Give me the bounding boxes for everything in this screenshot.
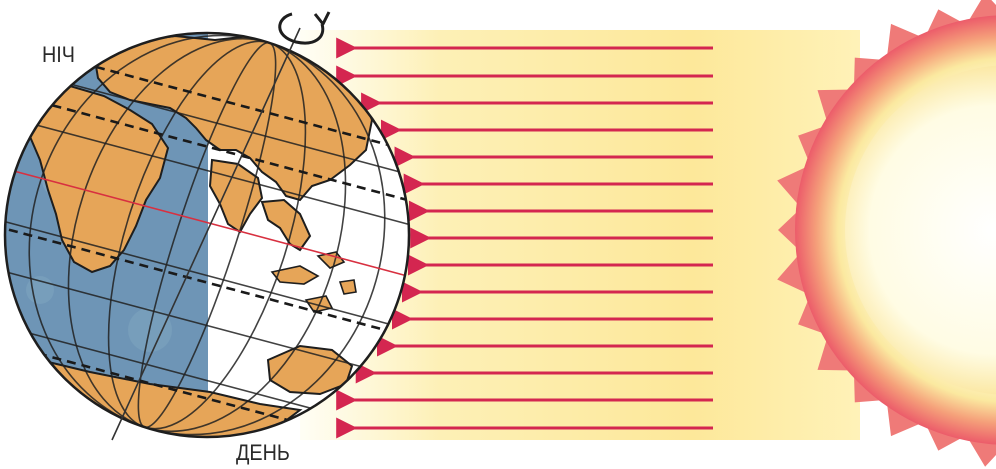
earth-axis [111, 27, 301, 441]
sunlight-rays [336, 37, 713, 439]
land-south-asia [208, 158, 264, 234]
night-label: НІЧ [42, 42, 76, 67]
rotation-arrow-icon [278, 11, 331, 45]
day-label: ДЕНЬ [236, 440, 290, 465]
land-islands [270, 251, 357, 313]
land-southeast-asia [260, 198, 312, 252]
sun-icon [777, 0, 996, 467]
